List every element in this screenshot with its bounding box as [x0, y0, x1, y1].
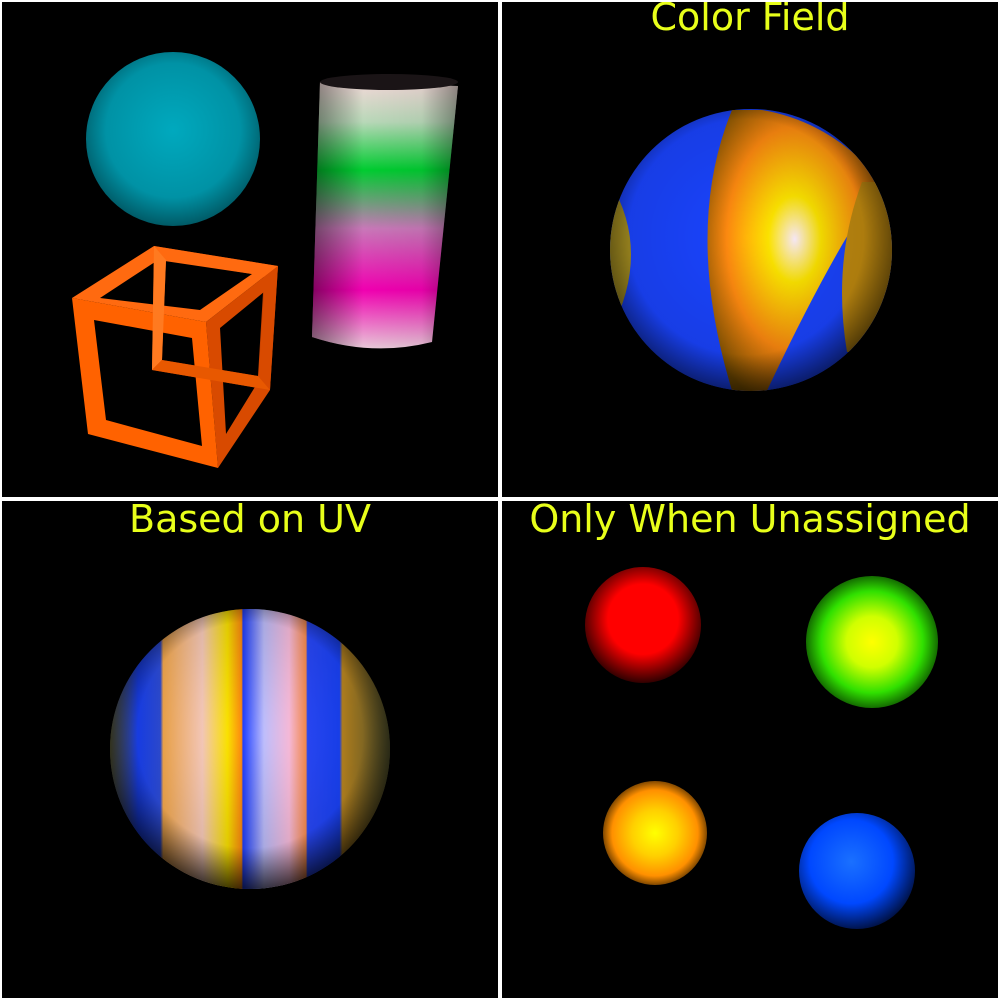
unassigned-scene: [585, 567, 938, 929]
panel-color-field: Color Field: [502, 2, 998, 497]
panel-primitives: [2, 2, 498, 497]
panel-caption: Color Field: [650, 2, 850, 39]
orange-wireframe-cube: [72, 246, 278, 468]
cyan-sphere: [86, 52, 260, 226]
green-yellow-sphere: [806, 576, 938, 708]
color-field-sphere: [610, 109, 892, 391]
uv-scene: [110, 609, 390, 889]
panel-based-on-uv: Based on UV: [2, 501, 498, 998]
panel-caption: Based on UV: [129, 501, 371, 541]
blue-sphere: [799, 813, 915, 929]
uv-striped-sphere: [110, 609, 390, 889]
gradient-cylinder: [312, 74, 458, 349]
panel-caption: Only When Unassigned: [529, 501, 971, 541]
primitives-scene: [72, 52, 458, 468]
orange-yellow-sphere: [603, 781, 707, 885]
color-field-scene: [610, 109, 892, 391]
panel-only-when-unassigned: Only When Unassigned: [502, 501, 998, 998]
red-sphere: [585, 567, 701, 683]
